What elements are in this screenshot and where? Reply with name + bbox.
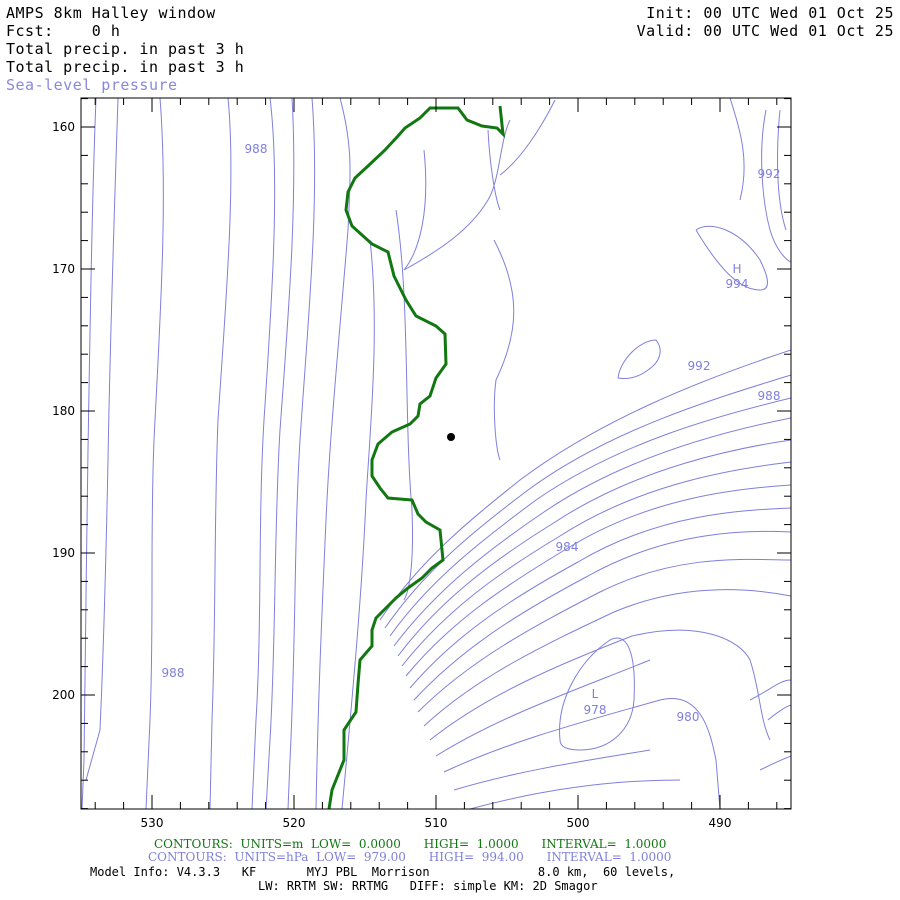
contour-label: 992 [758, 167, 781, 181]
contour-label: 978 [584, 703, 607, 717]
isobar-line [384, 374, 791, 629]
isobar-line [393, 417, 791, 647]
x-tick-label: 500 [567, 816, 590, 830]
y-tick-label: 170 [52, 262, 75, 276]
y-tick-label: 160 [52, 120, 75, 134]
isobar-line [145, 98, 164, 809]
contour-label: 992 [688, 359, 711, 373]
isobar-line [759, 755, 791, 771]
minor-ticks [81, 98, 791, 810]
header-left: AMPS 8km Halley window Fcst: 0 h Total pre… [6, 4, 244, 94]
header-right: Init: 00 UTC Wed 01 Oct 25 Valid: 00 UTC … [637, 4, 894, 40]
model-info: Model Info: V4.3.3 KF MYJ PBL Morrison 8… [90, 865, 676, 879]
contour-label: 988 [245, 142, 268, 156]
y-tick-label: 180 [52, 404, 75, 418]
field-label: Total precip. in past 3 h [6, 40, 245, 58]
isobar-line [85, 98, 119, 781]
isobar-line [341, 239, 375, 809]
x-tick-label: 520 [283, 816, 306, 830]
isobar-line [487, 129, 501, 211]
plot-frame [80, 97, 792, 810]
contour-label: 988 [758, 389, 781, 403]
tick-marks [81, 98, 791, 809]
isobar-line [405, 484, 791, 677]
x-tick-label: 530 [141, 816, 164, 830]
field-label: Sea-level pressure [6, 76, 178, 94]
isobar-line [287, 98, 316, 809]
contour-label: 994 [726, 277, 749, 291]
model-info-physics: LW: RRTM SW: RRTMG DIFF: simple KM: 2D S… [258, 879, 598, 893]
isobar-line [617, 339, 661, 379]
isobar-line [493, 239, 515, 461]
isobar-line [251, 98, 276, 809]
isobar-line [403, 119, 511, 271]
y-tick-label: 190 [52, 546, 75, 560]
isobar-line [777, 109, 787, 231]
isobar-line [397, 439, 791, 657]
isobar-line [559, 637, 635, 751]
isobar-line [389, 397, 791, 637]
isobar-line [499, 99, 556, 176]
isobar-line [435, 659, 651, 757]
isobar-line [379, 349, 791, 621]
forecast-hour: Fcst: 0 h [6, 22, 121, 40]
isobar-line [695, 225, 768, 291]
isobar-line [209, 98, 232, 809]
coastline [327, 105, 505, 809]
pressure-low-marker: L [592, 687, 599, 701]
contour-label: 984 [556, 540, 579, 554]
valid-time: Valid: 00 UTC Wed 01 Oct 25 [636, 22, 894, 40]
contour-info-blue: CONTOURS: UNITS=hPa LOW= 979.00 HIGH= 99… [148, 850, 672, 864]
isobar-line [469, 779, 681, 809]
map-title: AMPS 8km Halley window [6, 4, 216, 22]
isobar-line [395, 209, 414, 601]
isobar-line [453, 749, 651, 791]
isobar-line [413, 530, 791, 701]
field-label: Total precip. in past 3 h [6, 58, 245, 76]
isobar-line [417, 558, 791, 713]
init-time: Init: 00 UTC Wed 01 Oct 25 [646, 4, 894, 22]
isobar-line [761, 109, 791, 263]
y-tick-label: 200 [52, 688, 75, 702]
isobar-line [81, 98, 97, 809]
isobar-line [429, 629, 771, 741]
isobar-line [423, 589, 791, 727]
isobar-line [767, 704, 791, 721]
contour-label: 980 [677, 710, 700, 724]
station-marker [447, 433, 455, 441]
isobar-line [443, 697, 721, 809]
isobar-line [749, 679, 791, 701]
isobar-line [409, 507, 791, 689]
isobar-line [315, 98, 351, 809]
isobar-line [401, 461, 791, 667]
x-tick-label: 490 [709, 816, 732, 830]
contour-info-green: CONTOURS: UNITS=m LOW= 0.0000 HIGH= 1.00… [154, 837, 667, 851]
x-tick-label: 510 [425, 816, 448, 830]
contour-label: 988 [162, 666, 185, 680]
isobar-line [729, 98, 745, 201]
isobar-line [265, 98, 295, 809]
pressure-high-marker: H [732, 262, 741, 276]
